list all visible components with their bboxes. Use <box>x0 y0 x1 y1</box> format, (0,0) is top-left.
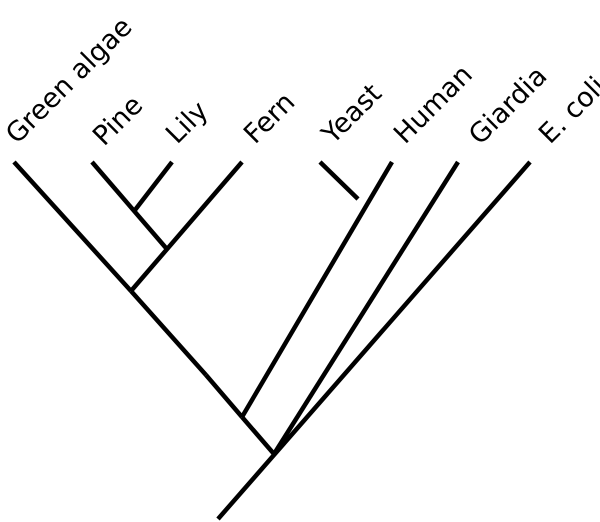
taxon-label-yeast: Yeast <box>315 78 388 151</box>
branch-to-giardia <box>272 160 460 456</box>
taxon-label-lily: Lily <box>160 95 214 149</box>
branch-to-lily <box>133 160 174 212</box>
taxon-label-human: Human <box>388 59 479 150</box>
branch-to-human <box>240 160 394 419</box>
branch-to-fern <box>129 160 244 293</box>
taxon-label-giardia: Giardia <box>463 61 553 151</box>
branch-to-node-eukaryotes <box>240 415 276 456</box>
branch-root-to-ecoli <box>216 160 532 521</box>
branch-to-node-pine-lily <box>90 160 168 250</box>
branch-to-node-plants <box>204 373 244 419</box>
taxon-label-fern: Fern <box>238 87 301 150</box>
branch-to-green-algae <box>12 160 133 293</box>
taxon-label-pine: Pine <box>87 90 149 152</box>
branch-to-node-land-plants <box>129 289 208 377</box>
branch-to-yeast <box>318 160 360 201</box>
taxon-labels: Green algae Pine Lily Fern Yeast Human G… <box>0 12 600 152</box>
tree-branches <box>12 160 532 521</box>
